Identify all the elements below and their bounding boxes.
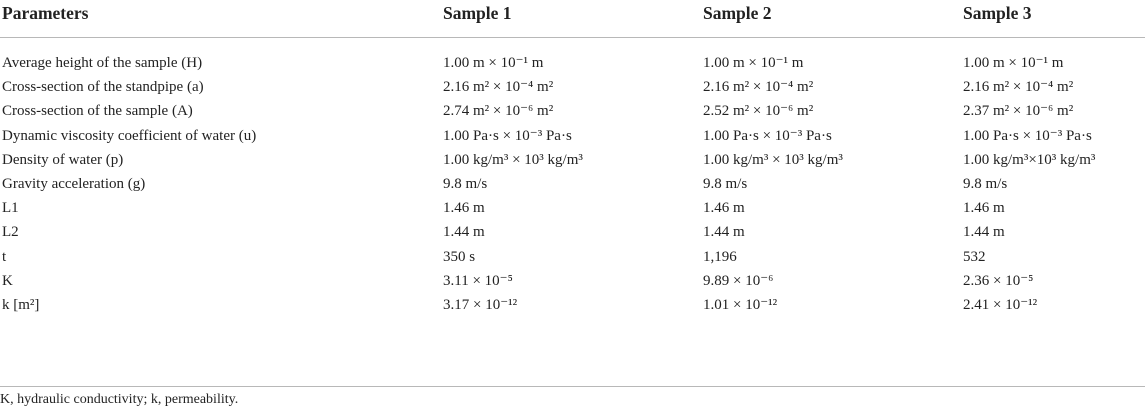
header-cell: Sample 1 bbox=[443, 3, 512, 23]
sample-value: 1.00 Pa·s × 10⁻³ Pa·s bbox=[963, 127, 1092, 144]
sample-value: 1.46 m bbox=[963, 200, 1005, 217]
sample-value: 1.44 m bbox=[963, 224, 1005, 241]
sample-value: 1.46 m bbox=[703, 200, 745, 217]
sample-value: 2.74 m² × 10⁻⁶ m² bbox=[443, 103, 554, 120]
header-cell: Sample 3 bbox=[963, 3, 1032, 23]
sample-value: 1.01 × 10⁻¹² bbox=[703, 297, 778, 313]
parameter-name: Cross-section of the standpipe (a) bbox=[2, 79, 204, 96]
sample-value: 3.17 × 10⁻¹² bbox=[443, 297, 518, 313]
sample-value: 2.16 m² × 10⁻⁴ m² bbox=[963, 79, 1074, 96]
sample-value: 350 s bbox=[443, 248, 476, 265]
sample-value: 2.41 × 10⁻¹² bbox=[963, 297, 1038, 313]
sample-value: 1.00 m × 10⁻¹ m bbox=[703, 55, 804, 71]
sample-value: 3.11 × 10⁻⁵ bbox=[443, 272, 513, 289]
sample-value: 1.00 m × 10⁻¹ m bbox=[963, 55, 1064, 71]
sample-value: 9.89 × 10⁻⁶ bbox=[703, 272, 774, 289]
sample-value: 1.44 m bbox=[703, 224, 745, 241]
sample-value: 1.00 kg/m³ × 10³ kg/m³ bbox=[443, 151, 583, 168]
sample-value: 532 bbox=[963, 248, 986, 265]
sample-value: 1.46 m bbox=[443, 200, 485, 217]
sample-value: 9.8 m/s bbox=[703, 176, 748, 192]
sample-value: 2.36 × 10⁻⁵ bbox=[963, 272, 1034, 289]
sample-value: 1.00 Pa·s × 10⁻³ Pa·s bbox=[443, 127, 572, 144]
parameter-name: k [m²] bbox=[2, 297, 40, 313]
header-cell: Parameters bbox=[2, 3, 89, 23]
bottom-rule bbox=[0, 386, 1145, 387]
sample-value: 2.16 m² × 10⁻⁴ m² bbox=[443, 79, 554, 96]
sample-value: 1.00 kg/m³ × 10³ kg/m³ bbox=[703, 151, 843, 168]
parameter-name: L1 bbox=[2, 200, 19, 217]
header-cell: Sample 2 bbox=[703, 3, 772, 23]
parameter-name: t bbox=[2, 248, 7, 265]
header-rule bbox=[0, 37, 1145, 38]
parameter-name: K bbox=[2, 272, 13, 289]
sample-value: 1.44 m bbox=[443, 224, 485, 241]
sample-value: 1.00 m × 10⁻¹ m bbox=[443, 55, 544, 71]
sample-value: 1,196 bbox=[703, 248, 737, 265]
sample-value: 9.8 m/s bbox=[443, 176, 488, 192]
sample-value: 9.8 m/s bbox=[963, 176, 1008, 192]
sample-value: 1.00 Pa·s × 10⁻³ Pa·s bbox=[703, 127, 832, 144]
sample-value: 2.37 m² × 10⁻⁶ m² bbox=[963, 103, 1074, 120]
sample-value: 2.16 m² × 10⁻⁴ m² bbox=[703, 79, 814, 96]
parameter-name: Average height of the sample (H) bbox=[2, 55, 203, 71]
parameter-name: Dynamic viscosity coefficient of water (… bbox=[2, 127, 257, 144]
parameter-name: Density of water (p) bbox=[2, 151, 124, 168]
parameter-name: Gravity acceleration (g) bbox=[2, 176, 146, 192]
parameter-name: L2 bbox=[2, 224, 19, 241]
parameter-name: Cross-section of the sample (A) bbox=[2, 103, 193, 120]
sample-value: 2.52 m² × 10⁻⁶ m² bbox=[703, 103, 814, 120]
footnote: K, hydraulic conductivity; k, permeabili… bbox=[0, 392, 239, 407]
sample-value: 1.00 kg/m³×10³ kg/m³ bbox=[963, 151, 1096, 168]
